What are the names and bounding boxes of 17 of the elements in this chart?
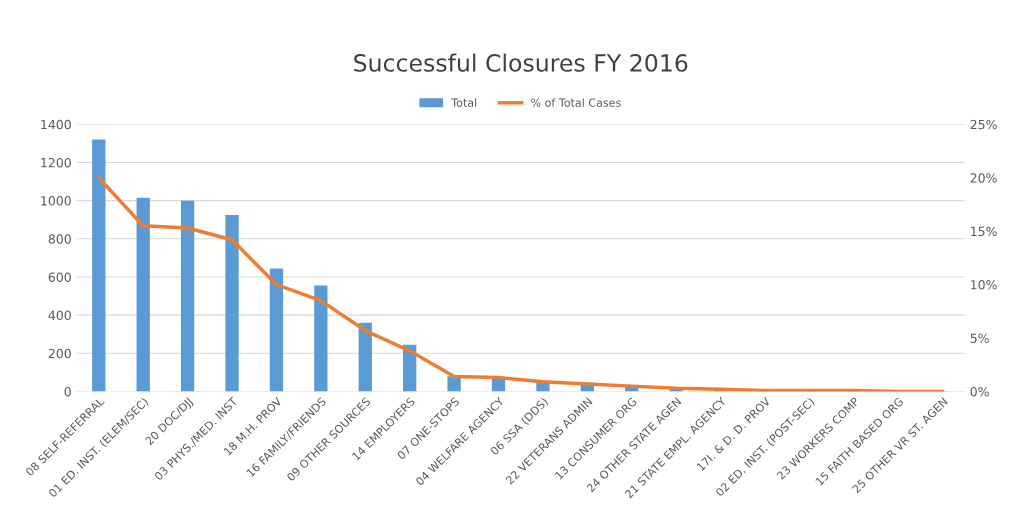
- y2-tick-label: 0%: [970, 386, 989, 397]
- y2-tick-label: 20%: [970, 173, 997, 183]
- chart-title: Successful Closures FY 2016: [354, 53, 688, 72]
- y2-tick-label: 10%: [971, 280, 997, 290]
- y2-tick-label: 25%: [970, 119, 997, 130]
- y-tick-label: 400: [48, 310, 71, 321]
- y-tick-label: 1200: [41, 157, 71, 168]
- legend-label: Total: [451, 98, 477, 107]
- y-tick-label: 1000: [41, 196, 71, 206]
- y-tick-label: 0: [64, 386, 71, 397]
- y2-tick-label: 15%: [971, 226, 997, 237]
- y-tick-label: 800: [48, 234, 71, 244]
- y-tick-label: 600: [48, 272, 71, 282]
- y-tick-label: 200: [48, 348, 71, 359]
- y2-tick-label: 5%: [970, 333, 989, 343]
- legend-label: % of Total Cases: [531, 98, 621, 107]
- y-tick-label: 1400: [41, 119, 71, 130]
